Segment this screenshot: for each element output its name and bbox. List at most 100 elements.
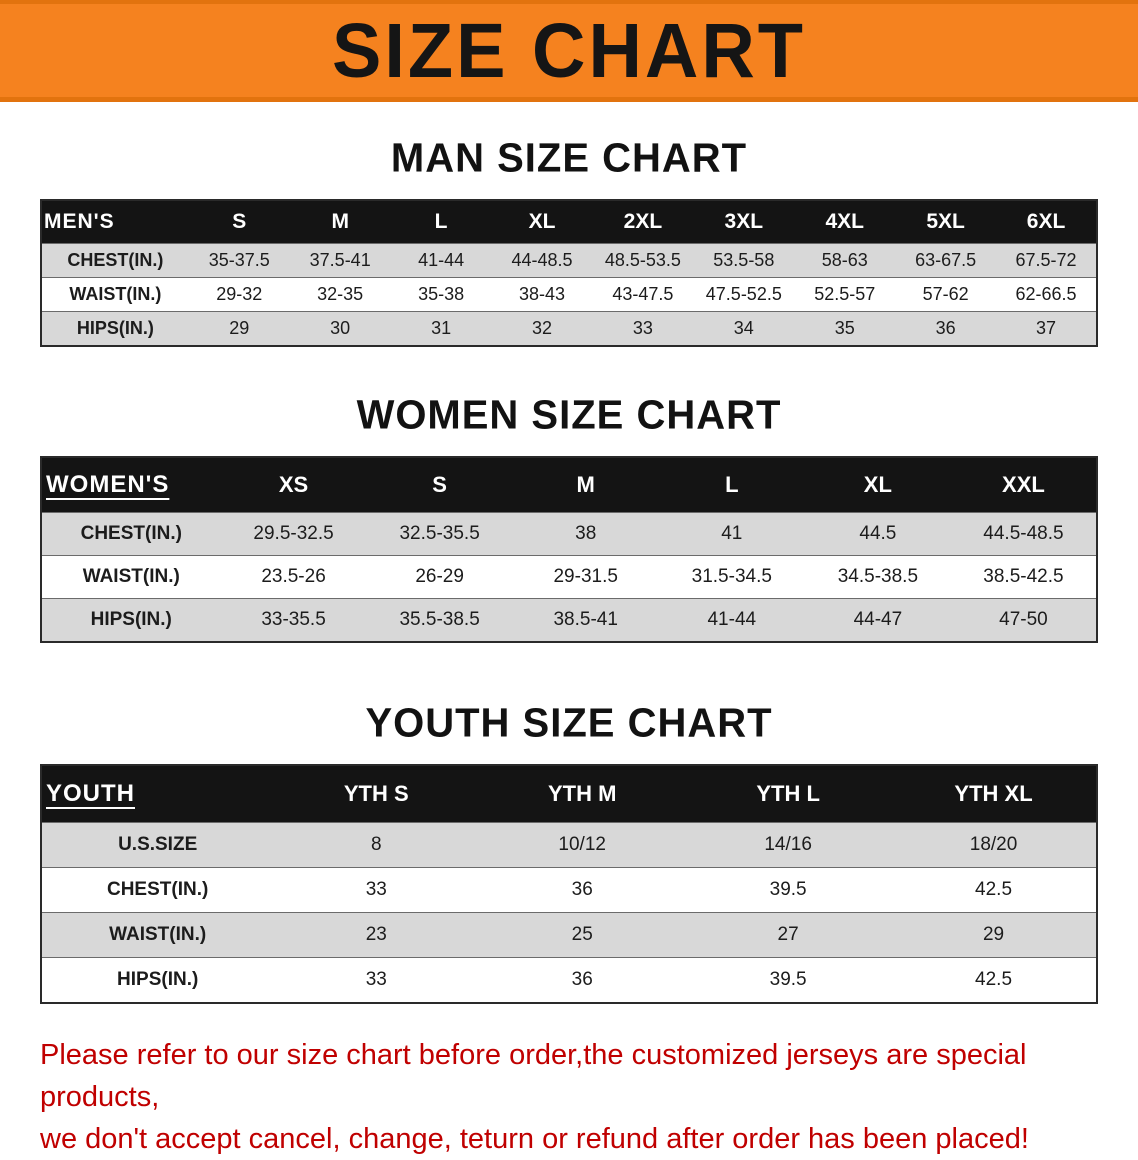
size-cell: 27: [777, 924, 799, 945]
column-header: 2XL: [623, 210, 663, 233]
men-table-body: CHEST(IN.) 35-37.5 37.5-41 41-44 44-48.5 48.5…: [41, 243, 1097, 346]
size-cell: 67.5-72: [1015, 250, 1077, 270]
men-size-table: MEN'S S M L XL 2XL 3XL 4XL 5XL 6XL CHEST(IN.) 35-3…: [40, 199, 1098, 347]
table-row: CHEST(IN.) 29.5-32.5 32.5-35.5 38 41 44.5 44.5…: [41, 512, 1097, 556]
notice-line-1: Please refer to our size chart before or…: [40, 1039, 1027, 1114]
size-cell: 39.5: [769, 879, 807, 900]
size-cell: 47.5-52.5: [705, 284, 782, 304]
youth-table-header: YOUTH YTH S YTH M YTH L YTH XL: [41, 765, 1097, 823]
size-cell: 37: [1036, 318, 1057, 338]
youth-section-title: YOUTH SIZE CHART: [365, 700, 773, 746]
size-cell: 43-47.5: [612, 284, 674, 304]
size-cell: 39.5: [769, 969, 807, 990]
header-row: MEN'S S M L XL 2XL 3XL 4XL 5XL 6XL: [41, 200, 1097, 244]
row-label: U.S.SIZE: [118, 834, 198, 855]
size-cell: 34: [733, 318, 754, 338]
table-row: HIPS(IN.) 33 36 39.5 42.5: [41, 957, 1097, 1003]
row-label: WAIST(IN.): [69, 284, 162, 304]
row-label: WAIST(IN.): [82, 566, 180, 587]
size-cell: 36: [571, 879, 593, 900]
size-cell: 41: [721, 523, 743, 544]
table-row: HIPS(IN.) 29 30 31 32 33 34 35 36 37: [41, 311, 1097, 346]
size-cell: 44.5-48.5: [983, 523, 1064, 544]
size-cell: 29-32: [216, 284, 263, 304]
size-cell: 42.5: [975, 969, 1013, 990]
size-cell: 31: [431, 318, 452, 338]
size-cell: 44-48.5: [511, 250, 573, 270]
column-header: XL: [528, 210, 556, 233]
size-cell: 48.5-53.5: [604, 250, 681, 270]
size-cell: 8: [370, 834, 382, 855]
size-cell: 32: [531, 318, 553, 338]
table-corner-label: YOUTH: [46, 780, 135, 807]
table-row: WAIST(IN.) 29-32 32-35 35-38 38-43 43-47.5 47.…: [41, 277, 1097, 312]
column-header: XS: [278, 472, 309, 497]
size-cell: 23: [365, 924, 387, 945]
women-table-body: CHEST(IN.) 29.5-32.5 32.5-35.5 38 41 44.5 44.5…: [41, 512, 1097, 642]
column-header: L: [725, 472, 739, 497]
size-cell: 37.5-41: [309, 250, 371, 270]
row-label: CHEST(IN.): [106, 879, 209, 900]
column-header: S: [432, 472, 447, 497]
size-cell: 41-44: [707, 609, 757, 630]
size-cell: 33: [365, 969, 387, 990]
size-cell: 38-43: [518, 284, 566, 304]
youth-section: YOUTH SIZE CHART YOUTH YTH S YTH M YTH L YTH…: [0, 700, 1138, 1004]
column-header: YTH S: [343, 781, 409, 806]
men-section-title: MAN SIZE CHART: [390, 135, 748, 181]
column-header: 6XL: [1026, 210, 1066, 233]
table-row: WAIST(IN.) 23.5-26 26-29 29-31.5 31.5-34.5 34…: [41, 555, 1097, 599]
size-cell: 35.5-38.5: [399, 609, 480, 630]
row-label: HIPS(IN.): [76, 318, 154, 338]
footer-notice: Please refer to our size chart before or…: [40, 1034, 1098, 1160]
size-cell: 29.5-32.5: [253, 523, 334, 544]
men-table-header: MEN'S S M L XL 2XL 3XL 4XL 5XL 6XL: [41, 200, 1097, 244]
column-header: YTH M: [547, 781, 617, 806]
size-cell: 34.5-38.5: [837, 566, 919, 587]
size-cell: 29: [229, 318, 250, 338]
size-cell: 31.5-34.5: [691, 566, 772, 587]
women-table-header: WOMEN'S XS S M L XL XXL: [41, 457, 1097, 513]
size-cell: 62-66.5: [1015, 284, 1077, 304]
size-cell: 32-35: [317, 284, 364, 304]
size-cell: 52.5-57: [814, 284, 876, 304]
size-cell: 58-63: [821, 250, 868, 270]
size-cell: 38.5-41: [553, 609, 618, 630]
youth-size-table: YOUTH YTH S YTH M YTH L YTH XL U.S.SIZE 8 10/1…: [40, 764, 1098, 1004]
column-header: S: [232, 210, 247, 233]
size-cell: 63-67.5: [915, 250, 977, 270]
size-cell: 44.5: [859, 523, 897, 544]
notice-line-2: we don't accept cancel, change, teturn o…: [40, 1123, 1029, 1156]
header-row: WOMEN'S XS S M L XL XXL: [41, 457, 1097, 513]
column-header: M: [576, 472, 595, 497]
column-header: XL: [863, 472, 892, 497]
column-header: 3XL: [724, 210, 764, 233]
size-cell: 38: [575, 523, 597, 544]
row-label: HIPS(IN.): [90, 609, 172, 630]
column-header: YTH XL: [954, 781, 1033, 806]
size-cell: 33: [365, 879, 387, 900]
row-label: CHEST(IN.): [80, 523, 182, 544]
size-cell: 53.5-58: [713, 250, 775, 270]
size-cell: 36: [935, 318, 956, 338]
size-cell: 26-29: [415, 566, 464, 587]
youth-table-body: U.S.SIZE 8 10/12 14/16 18/20 CHEST(IN.) 33 36 39…: [41, 822, 1097, 1003]
table-row: HIPS(IN.) 33-35.5 35.5-38.5 38.5-41 41-44 44-…: [41, 598, 1097, 642]
size-cell: 35-38: [418, 284, 465, 304]
women-size-table: WOMEN'S XS S M L XL XXL CHEST(IN.) 29.5-32.5 32.…: [40, 456, 1098, 643]
banner: SIZE CHART: [0, 0, 1138, 102]
row-label: WAIST(IN.): [109, 924, 207, 945]
size-cell: 38.5-42.5: [983, 566, 1064, 587]
column-header: XXL: [1002, 472, 1045, 497]
size-cell: 14/16: [764, 834, 812, 855]
page-title: SIZE CHART: [332, 7, 806, 94]
table-row: CHEST(IN.) 33 36 39.5 42.5: [41, 867, 1097, 913]
size-cell: 29-31.5: [553, 566, 618, 587]
table-row: U.S.SIZE 8 10/12 14/16 18/20: [41, 822, 1097, 868]
size-cell: 10/12: [558, 834, 606, 855]
table-row: CHEST(IN.) 35-37.5 37.5-41 41-44 44-48.5 48.5…: [41, 243, 1097, 278]
size-cell: 30: [330, 318, 351, 338]
size-cell: 47-50: [999, 609, 1048, 630]
size-cell: 36: [571, 969, 593, 990]
